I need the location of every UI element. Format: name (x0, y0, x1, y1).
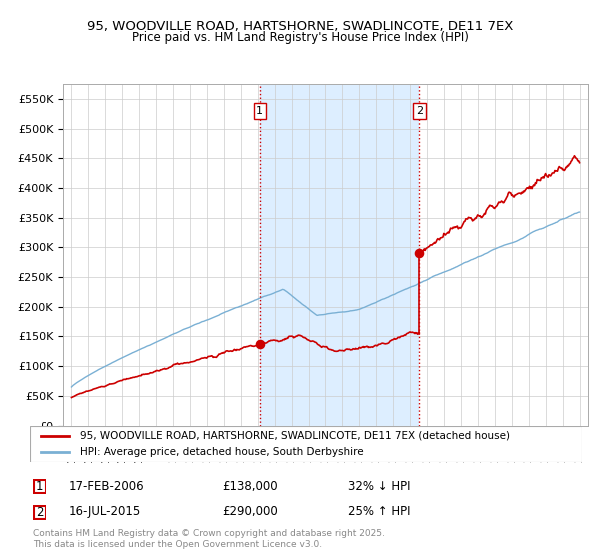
FancyBboxPatch shape (34, 480, 46, 493)
Text: 17-FEB-2006: 17-FEB-2006 (69, 479, 145, 493)
Point (255, 339, 265, 348)
Text: 95, WOODVILLE ROAD, HARTSHORNE, SWADLINCOTE, DE11 7EX: 95, WOODVILLE ROAD, HARTSHORNE, SWADLINC… (87, 20, 513, 32)
Text: £138,000: £138,000 (222, 479, 278, 493)
Bar (260, 84, 419, 426)
FancyBboxPatch shape (34, 506, 46, 519)
Text: Contains HM Land Registry data © Crown copyright and database right 2025.
This d: Contains HM Land Registry data © Crown c… (33, 529, 385, 549)
Text: 25% ↑ HPI: 25% ↑ HPI (348, 505, 410, 519)
Text: 1: 1 (256, 106, 263, 116)
Text: £290,000: £290,000 (222, 505, 278, 519)
Text: 2: 2 (36, 506, 43, 519)
Text: Price paid vs. HM Land Registry's House Price Index (HPI): Price paid vs. HM Land Registry's House … (131, 31, 469, 44)
FancyBboxPatch shape (30, 426, 582, 462)
Point (415, 249, 424, 258)
Text: 32% ↓ HPI: 32% ↓ HPI (348, 479, 410, 493)
Text: 16-JUL-2015: 16-JUL-2015 (69, 505, 141, 519)
Text: 1: 1 (36, 480, 43, 493)
Text: 2: 2 (416, 106, 423, 116)
Text: 95, WOODVILLE ROAD, HARTSHORNE, SWADLINCOTE, DE11 7EX (detached house): 95, WOODVILLE ROAD, HARTSHORNE, SWADLINC… (80, 431, 509, 441)
Text: HPI: Average price, detached house, South Derbyshire: HPI: Average price, detached house, Sout… (80, 447, 364, 457)
